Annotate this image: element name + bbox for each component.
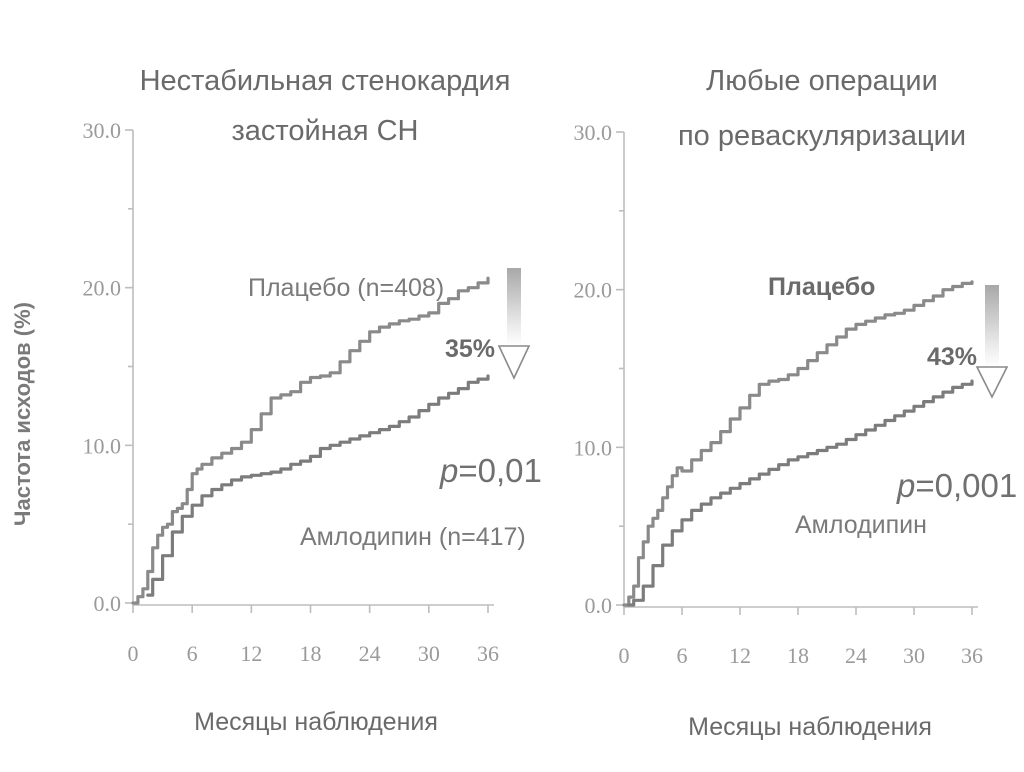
series-line-amlodipine	[146, 374, 490, 597]
x-tick-label: 6	[187, 641, 198, 666]
tick-labels: 0.0 10.0 20.0 30.0 0 6 12 18 24 30 36	[574, 120, 984, 668]
series-label-placebo: Плацебо	[768, 273, 875, 301]
series-label-placebo: Плацебо (n=408)	[248, 274, 444, 302]
panel-title-line-1: Любые операции	[706, 65, 938, 97]
y-tick-label: 30.0	[574, 120, 613, 145]
panel-title-line-1: Нестабильная стенокардия	[140, 65, 511, 97]
x-tick-label: 24	[845, 643, 867, 668]
y-tick-label: 30.0	[83, 118, 122, 143]
y-tick-label: 20.0	[83, 276, 122, 301]
series-line-placebo	[131, 276, 490, 605]
x-axis-label: Месяцы наблюдения	[194, 708, 438, 736]
series-label-amlodipine: Амлодипин (n=417)	[300, 523, 526, 551]
x-tick-label: 36	[477, 641, 499, 666]
y-tick-label: 0.0	[94, 591, 122, 616]
series-line-placebo	[622, 280, 974, 607]
y-tick-label: 20.0	[574, 278, 613, 303]
reduction-label: 35%	[445, 335, 495, 363]
x-tick-label: 0	[619, 643, 630, 668]
reduction-arrow	[497, 268, 531, 380]
series-lines	[622, 280, 974, 607]
reduction-arrow-shaft	[507, 268, 521, 346]
p-value: p=0,01	[439, 452, 542, 489]
x-tick-label: 12	[729, 643, 751, 668]
series-lines	[131, 276, 490, 605]
y-axis-label: Частота исходов (%)	[10, 302, 35, 526]
tick-labels: 0.0 10.0 20.0 30.0 0 6 12 18 24 30 36	[83, 118, 500, 666]
p-value-symbol: p	[896, 467, 915, 504]
panel-revascularization: Любые операции по реваскуляризации 0.0 10…	[574, 65, 1018, 741]
y-tick-label: 10.0	[83, 433, 122, 458]
x-tick-label: 30	[903, 643, 925, 668]
series-label-amlodipine: Амлодипин	[795, 511, 927, 539]
axes	[125, 129, 494, 613]
x-tick-label: 0	[128, 641, 139, 666]
x-tick-label: 18	[300, 641, 322, 666]
x-tick-label: 6	[677, 643, 688, 668]
x-tick-label: 18	[787, 643, 809, 668]
panel-title-line-2: застойная СН	[232, 115, 419, 147]
axes	[616, 131, 978, 615]
panel-title-line-2: по реваскуляризации	[678, 120, 966, 152]
reduction-arrow	[975, 285, 1009, 399]
p-value-symbol: p	[439, 452, 458, 489]
x-tick-label: 30	[418, 641, 440, 666]
p-value-text: =0,001	[915, 467, 1017, 504]
p-value: p=0,001	[896, 467, 1017, 504]
x-tick-label: 12	[240, 641, 262, 666]
series-line-amlodipine	[627, 379, 974, 607]
p-value-text: =0,01	[458, 452, 542, 489]
y-tick-label: 10.0	[574, 435, 613, 460]
panel-unstable-angina-chf: Нестабильная стенокардия застойная СН 0.…	[83, 65, 542, 736]
x-axis-label: Месяцы наблюдения	[688, 713, 932, 741]
reduction-arrow-head	[497, 345, 531, 380]
x-tick-label: 36	[961, 643, 983, 668]
reduction-arrow-head	[975, 366, 1009, 399]
x-tick-label: 24	[359, 641, 381, 666]
reduction-arrow-shaft	[985, 285, 999, 367]
reduction-label: 43%	[927, 343, 977, 371]
y-tick-label: 0.0	[585, 593, 613, 618]
